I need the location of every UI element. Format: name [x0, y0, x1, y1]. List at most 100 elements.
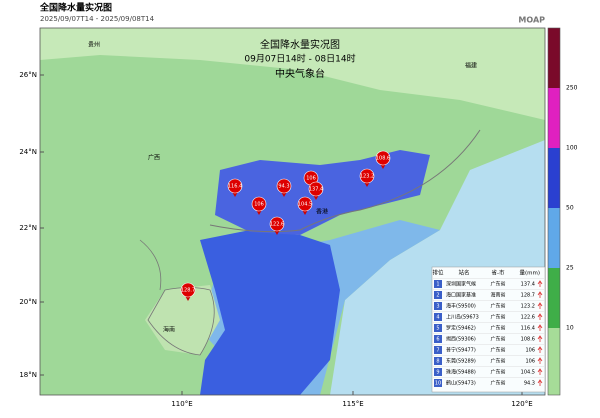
province: 广东省: [490, 303, 505, 310]
ranking-table: 排位 站名 省-市 量(mm)1 深圳国家气候 广东省 137.42 海口国家基准 海南省 128…: [431, 266, 546, 393]
place-label: 福建: [465, 62, 477, 70]
rank: 1: [436, 282, 439, 288]
pin-value: 104.5: [298, 202, 312, 208]
legend-swatch: [548, 88, 560, 148]
station: 普宁(59477): [446, 347, 476, 354]
pin-value: 123.2: [360, 174, 374, 180]
legend-label: 250: [566, 85, 578, 92]
rank: 9: [436, 370, 439, 376]
legend-frame: [547, 27, 561, 396]
rank-badge: [434, 291, 442, 299]
province: 海南省: [490, 292, 505, 299]
place-label: 广西: [148, 154, 160, 162]
pin: [308, 181, 324, 197]
province: 广东省: [490, 336, 505, 343]
up-arrow: [537, 346, 543, 353]
up-arrow: [537, 291, 543, 298]
legend-swatch: [548, 148, 560, 208]
pin: [359, 168, 375, 184]
map-source: 中央气象台: [275, 67, 325, 80]
province: 广东省: [490, 380, 505, 387]
table-header: 量(mm): [519, 270, 540, 277]
pin-value: 128.7: [181, 288, 195, 294]
table-header: 省-市: [492, 269, 505, 277]
table-bg: [431, 266, 546, 393]
amount: 123.2: [521, 304, 535, 310]
rank: 7: [436, 348, 439, 354]
station: 海丰(59500): [446, 303, 476, 310]
rank-badge: [434, 335, 442, 343]
graticule: 26°N 24°N 22°N 20°N 18°N 110°E 115°E 120°E: [19, 71, 532, 408]
pin-value: 122.6: [270, 222, 284, 228]
rank: 8: [436, 359, 439, 365]
pin-value: 116.4: [228, 184, 242, 190]
rank-badge: [434, 280, 442, 288]
rank: 3: [436, 304, 439, 310]
rank-badge: [434, 357, 442, 365]
lon-label: 110°E: [171, 400, 192, 408]
amount: 104.5: [521, 370, 535, 376]
station-pins: 108.6 116.4 94.3 106 137.4 123.2 106 104.5 122.6…: [180, 150, 391, 301]
lat-label: 18°N: [19, 371, 37, 379]
pin-value: 137.4: [309, 187, 323, 193]
pin: [276, 178, 292, 194]
province: 广东省: [490, 358, 505, 365]
legend-swatch: [548, 28, 560, 88]
place-label: 贵州: [88, 41, 100, 49]
rank: 10: [435, 381, 441, 387]
table-header: 站名: [458, 269, 469, 277]
up-arrow: [537, 368, 543, 375]
rank-badge: [434, 379, 442, 387]
station: 罗定(59462): [446, 325, 476, 332]
pin-value: 106: [254, 202, 264, 208]
map-title: 全国降水量实况图: [260, 38, 340, 51]
place-label: 海南: [163, 326, 175, 334]
province: 广东省: [490, 369, 505, 376]
map-time: 09月07日14时 - 08日14时: [244, 53, 355, 65]
rank-badge: [434, 302, 442, 310]
pin: [251, 196, 267, 212]
amount: 106: [525, 359, 535, 365]
up-arrow: [537, 324, 543, 331]
rank-badge: [434, 368, 442, 376]
up-arrow: [537, 313, 543, 320]
up-arrow: [537, 335, 543, 342]
legend-label: 10: [566, 325, 574, 332]
amount: 128.7: [521, 293, 535, 299]
pin: [269, 216, 285, 232]
station: 深圳国家气候: [446, 281, 476, 288]
amount: 108.6: [521, 337, 535, 343]
amount: 137.4: [521, 282, 535, 288]
pin: [297, 196, 313, 212]
province: 广东省: [490, 281, 505, 288]
lat-label: 22°N: [19, 224, 37, 232]
rank-badge: [434, 313, 442, 321]
header-period: 2025/09/07T14 - 2025/09/08T14: [40, 15, 155, 23]
station: 鹤山(59473): [446, 380, 476, 387]
legend-swatch: [548, 268, 560, 328]
up-arrow: [537, 357, 543, 364]
amount: 106: [525, 348, 535, 354]
lat-label: 24°N: [19, 148, 37, 156]
station: 揭西(59306): [446, 336, 476, 343]
legend-label: 25: [566, 265, 574, 272]
legend: 250 100 50 25 10: [547, 27, 578, 396]
lon-label: 115°E: [342, 400, 363, 408]
amount: 116.4: [521, 326, 535, 332]
up-arrow: [537, 302, 543, 309]
pin: [227, 178, 243, 194]
province: 广东省: [490, 325, 505, 332]
station: 海口国家基准: [446, 292, 476, 299]
pin-value: 94.3: [278, 184, 289, 190]
amount: 122.6: [521, 315, 535, 321]
pin-value: 108.6: [376, 156, 390, 162]
up-arrow: [537, 280, 543, 287]
rank-badge: [434, 346, 442, 354]
lon-label: 120°E: [511, 400, 532, 408]
legend-label: 50: [566, 205, 574, 212]
station: 东莞(59289): [446, 358, 476, 365]
pin-value: 106: [306, 176, 316, 182]
lat-label: 20°N: [19, 298, 37, 306]
pin: [180, 282, 196, 298]
